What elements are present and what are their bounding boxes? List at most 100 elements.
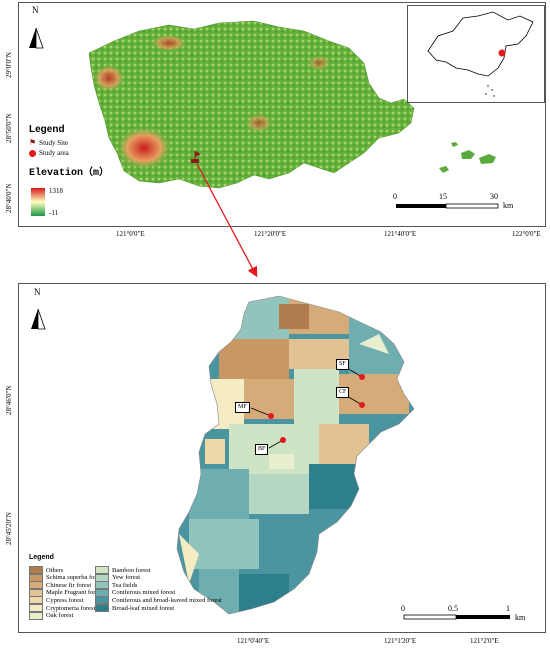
top-scale-bar (396, 203, 499, 209)
legend-item: Cypress forest (29, 596, 84, 605)
legend-site-label: Study Site (39, 138, 69, 147)
zoom-arrow (196, 163, 258, 278)
elevation-title: Elevation（m） (29, 168, 110, 179)
inset-china-map (407, 5, 545, 103)
legend-swatch (29, 566, 43, 574)
legend-label: Broad-leaf mixed forest (112, 604, 175, 612)
legend-swatch (29, 604, 43, 612)
legend-swatch (29, 588, 43, 597)
top-x-tick: 122°0'0"E (512, 230, 541, 238)
site-marker-cf (359, 402, 365, 408)
legend-item: Broad-leaf mixed forest (95, 604, 174, 612)
elevation-color-ramp (31, 188, 45, 216)
legend-label: Others (46, 566, 64, 574)
legend-item: Maple Fragrant forest (29, 588, 103, 597)
north-label: N (34, 287, 41, 297)
legend-label: Coniferous mixed forest (112, 589, 176, 597)
legend-title: Legend (29, 124, 65, 135)
legend-swatch (95, 566, 109, 574)
legend-item: Oak forest (29, 611, 74, 620)
legend-item: Tea fields (95, 581, 138, 590)
legend-label: Maple Fragrant forest (46, 589, 103, 597)
site-marker-sf (359, 374, 365, 380)
legend-swatch (29, 596, 43, 605)
top-x-tick: 121°0'0"E (116, 230, 145, 238)
site-label-sf: SF (336, 359, 349, 370)
legend-label: Chinese fir forest (46, 581, 92, 589)
overview-map-panel: N Legend ⚑ Study Site Study area Elevati… (18, 2, 546, 227)
bottom-y-tick: 28°45'20"N (5, 512, 13, 545)
china-outline-svg (427, 11, 534, 97)
legend-item: Schima superba forest (29, 573, 104, 582)
legend-label: Tea fields (112, 581, 138, 589)
site-marker-mf (268, 413, 274, 419)
flag-icon: ⚑ (29, 138, 37, 147)
legend-label: Schima superba forest (46, 574, 104, 582)
forest-legend-title: Legend (29, 554, 54, 561)
legend-label: Cryptomeria forest (46, 604, 96, 612)
legend-swatch (29, 581, 43, 590)
site-label-mf: MF (235, 402, 250, 413)
north-arrow-icon (29, 27, 44, 49)
site-label-bf: BF (255, 444, 269, 455)
top-x-tick: 121°40'0"E (384, 230, 417, 238)
china-outline (427, 11, 534, 77)
scale-label-1: 1 (506, 604, 510, 613)
forest-type-map-svg (31, 295, 510, 620)
scale-unit: km (515, 613, 526, 622)
study-area-dot (498, 49, 506, 57)
legend-row-area: Study area (29, 149, 69, 157)
legend-item: Cryptomeria forest (29, 604, 95, 612)
island (451, 142, 458, 147)
legend-item: Coniferous mixed forest (95, 588, 176, 597)
scale-label-15: 15 (439, 192, 447, 201)
study-area-map-panel: N SF CF MF BF Legend Others Schima superb… (18, 283, 546, 633)
legend-area-label: Study area (39, 149, 69, 157)
legend-swatch (95, 573, 109, 582)
island (479, 154, 496, 164)
island (461, 150, 475, 159)
scale-label-0: 0 (393, 192, 397, 201)
overview-map-svg (29, 20, 499, 209)
bottom-y-tick: 28°46'0"N (5, 385, 13, 415)
legend-label: Cypress forest (46, 596, 84, 604)
bottom-x-tick: 121°1'20"E (384, 637, 417, 645)
elev-min-label: -11 (49, 209, 59, 217)
legend-item: Bamboo forest (95, 566, 150, 574)
scale-label-half: 0.5 (448, 604, 458, 613)
legend-label: Coniferous and broad-leaved mixed forest (112, 596, 222, 604)
legend-item: Chinese fir forest (29, 581, 92, 590)
legend-swatch (95, 581, 109, 590)
island (439, 166, 449, 173)
north-label: N (32, 5, 39, 15)
site-marker-bf (280, 437, 286, 443)
scale-label-30: 30 (490, 192, 498, 201)
legend-swatch (29, 611, 43, 620)
legend-row-site: ⚑ Study Site (29, 138, 68, 147)
forest-polygons (177, 296, 414, 614)
legend-item: Coniferous and broad-leaved mixed forest (95, 596, 222, 605)
bottom-scale-bar (403, 614, 510, 620)
legend-item: Others (29, 566, 63, 574)
high-elevation-zone (93, 64, 125, 92)
legend-swatch (29, 573, 43, 582)
study-site-flag-icon (191, 151, 201, 163)
legend-swatch (95, 604, 109, 612)
legend-swatch (95, 596, 109, 605)
legend-label: Oak forest (46, 612, 74, 620)
legend-label: Bamboo forest (112, 566, 151, 574)
high-elevation-zone (307, 55, 331, 71)
legend-swatch (95, 588, 109, 597)
site-label-cf: CF (336, 387, 350, 398)
study-area-outline (176, 295, 415, 615)
legend-item: Yew forest (95, 573, 141, 582)
south-china-sea-islands (485, 85, 495, 97)
dot-icon (29, 149, 36, 157)
elev-max-label: 1318 (49, 187, 63, 195)
high-elevation-zone (151, 34, 187, 52)
bottom-x-tick: 121°0'40"E (237, 637, 270, 645)
scale-label-0: 0 (401, 604, 405, 613)
bottom-x-tick: 121°2'0"E (470, 637, 499, 645)
legend-label: Yew forest (112, 574, 141, 582)
